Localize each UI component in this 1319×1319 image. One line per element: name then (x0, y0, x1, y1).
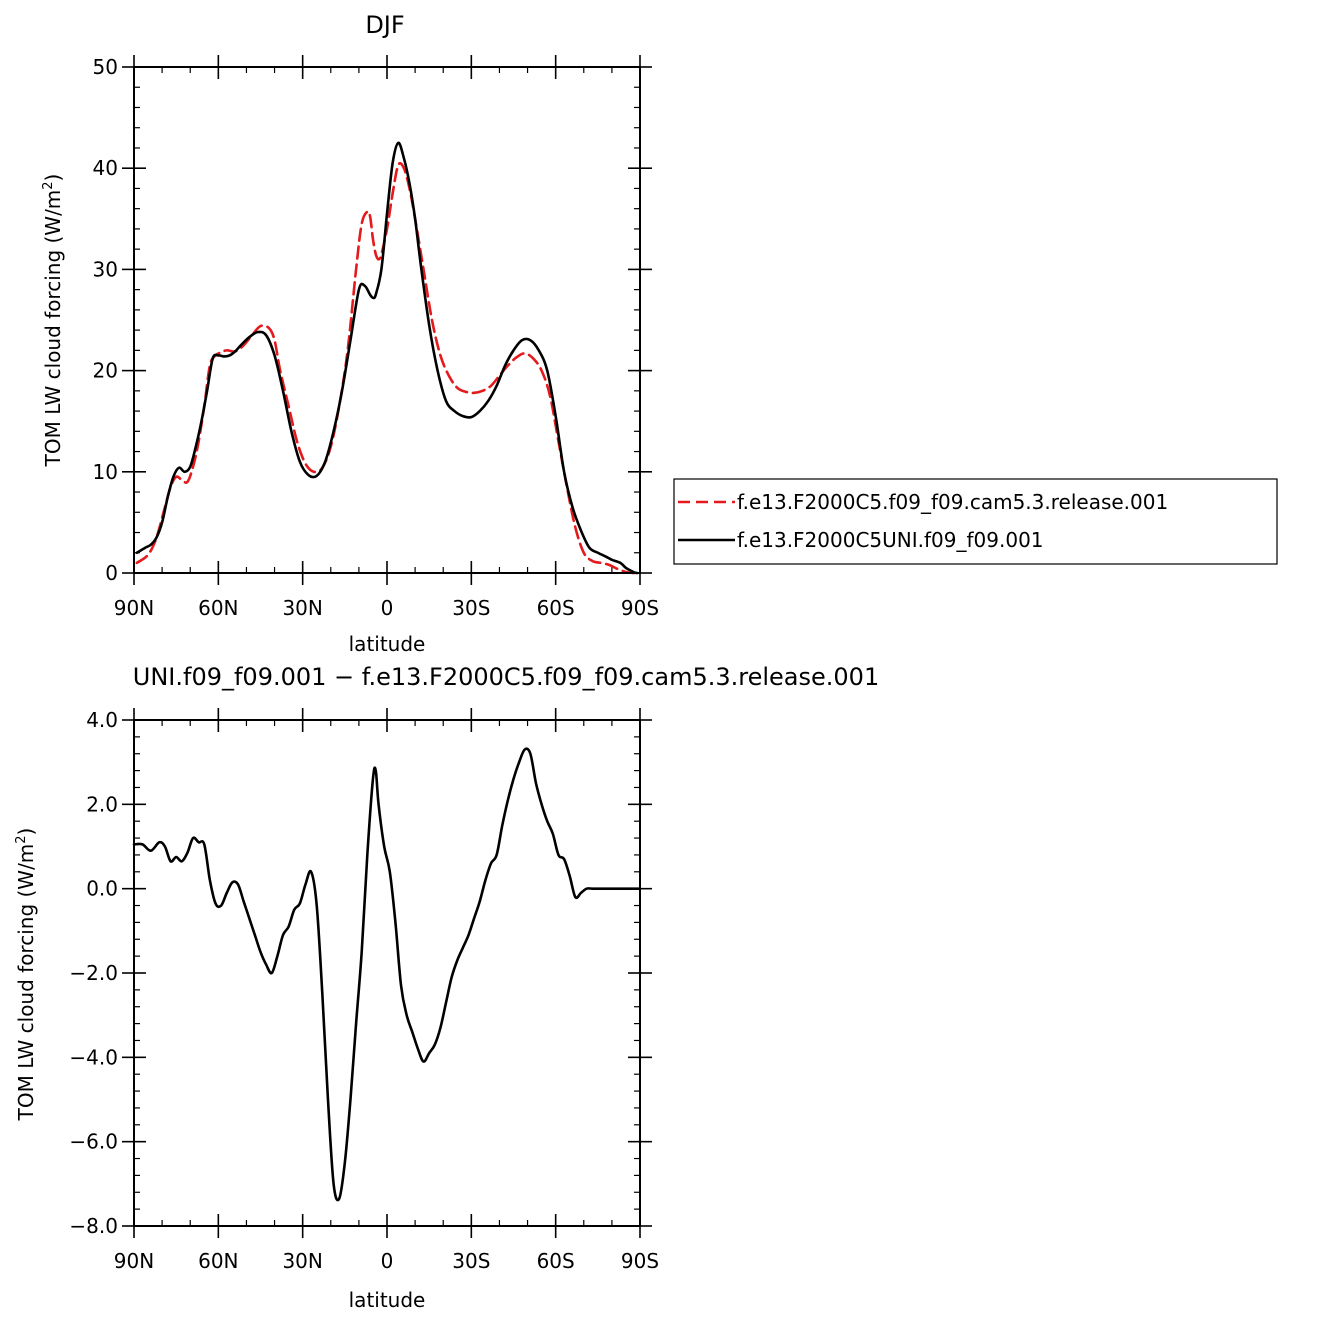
bottom-y-tick-label: −4.0 (69, 1045, 118, 1069)
bottom-y-tick-label: 4.0 (86, 708, 118, 732)
top-y-tick-label: 0 (105, 561, 118, 585)
top-panel: DJF 90N 60N 30N 0 30S 60S 90S 0 10 20 30 40 50 latit… (41, 11, 1278, 656)
bottom-x-tick-label: 90S (621, 1249, 659, 1273)
bottom-y-label-prefix: TOM LW cloud forcing (W/m (14, 844, 38, 1122)
top-y-tick-label: 20 (93, 359, 118, 383)
bottom-y-label-suffix: ) (14, 828, 38, 836)
bottom-x-axis-label: latitude (349, 1288, 426, 1312)
top-plot-frame (133, 66, 641, 574)
bottom-y-tick-label: −8.0 (69, 1214, 118, 1238)
bottom-y-tick-label: −2.0 (69, 961, 118, 985)
top-x-tick-label: 90S (621, 596, 659, 620)
bottom-x-tick-label: 0 (381, 1249, 394, 1273)
top-x-tick-label: 60N (198, 596, 238, 620)
legend-box (673, 478, 1278, 565)
top-series-group (135, 141, 639, 575)
bottom-x-tick-label: 90N (114, 1249, 154, 1273)
top-x-tick-label: 30S (452, 596, 490, 620)
top-y-tick-label: 40 (93, 156, 118, 180)
bottom-y-tick-label: −6.0 (69, 1130, 118, 1154)
bottom-chart-title: UNI.f09_f09.001 − f.e13.F2000C5.f09_f09.… (133, 663, 879, 691)
top-y-tick-label: 50 (93, 55, 118, 79)
top-y-label-superscript: 2 (41, 181, 56, 189)
top-y-label-suffix: ) (41, 174, 65, 182)
top-x-tick-label: 0 (381, 596, 394, 620)
top-series-line-1 (135, 141, 639, 575)
bottom-y-axis-label: TOM LW cloud forcing (W/m2) (14, 828, 38, 1122)
legend-label-control: f.e13.F2000C5.f09_f09.cam5.3.release.001 (737, 490, 1168, 514)
bottom-x-tick-label: 60N (198, 1249, 238, 1273)
bottom-x-tick-label: 30N (282, 1249, 322, 1273)
legend: f.e13.F2000C5.f09_f09.cam5.3.release.001… (673, 478, 1278, 565)
top-y-tick-label: 30 (93, 257, 118, 281)
bottom-y-label-superscript: 2 (14, 835, 29, 843)
bottom-axis-ticks: 90N 60N 30N 0 30S 60S 90S −8.0 −6.0 −4.0 −2.0 0.0 2.… (69, 708, 659, 1273)
bottom-panel: UNI.f09_f09.001 − f.e13.F2000C5.f09_f09.… (14, 663, 879, 1312)
top-y-label-prefix: TOM LW cloud forcing (W/m (41, 190, 65, 468)
top-x-axis-label: latitude (349, 632, 426, 656)
top-x-tick-label: 30N (282, 596, 322, 620)
top-y-tick-label: 10 (93, 460, 118, 484)
top-x-tick-label: 90N (114, 596, 154, 620)
bottom-plot-frame (133, 719, 641, 1227)
bottom-x-tick-label: 30S (452, 1249, 490, 1273)
top-x-tick-label: 60S (537, 596, 575, 620)
top-chart-title: DJF (365, 11, 404, 39)
bottom-y-tick-label: 2.0 (86, 792, 118, 816)
bottom-series-line-0 (132, 747, 642, 1202)
bottom-x-tick-label: 60S (537, 1249, 575, 1273)
bottom-y-tick-label: 0.0 (86, 877, 118, 901)
top-y-axis-label: TOM LW cloud forcing (W/m2) (41, 174, 65, 468)
top-axis-ticks: 90N 60N 30N 0 30S 60S 90S 0 10 20 30 40 50 (93, 55, 659, 620)
bottom-series-group (132, 747, 642, 1202)
legend-label-experiment: f.e13.F2000C5UNI.f09_f09.001 (737, 528, 1044, 552)
